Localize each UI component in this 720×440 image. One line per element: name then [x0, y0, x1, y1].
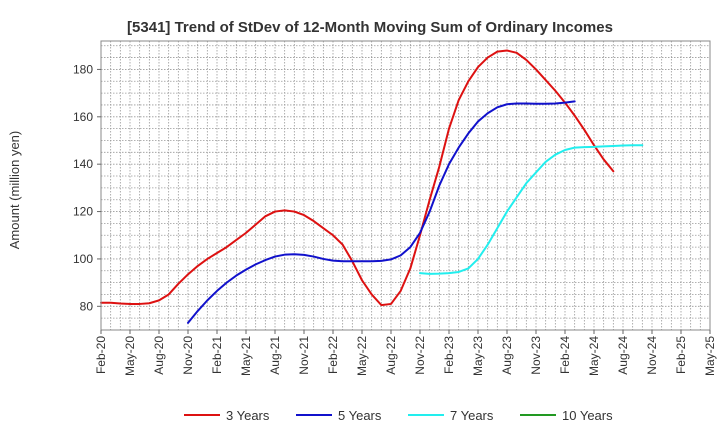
legend: 3 Years 5 Years 7 Years 10 Years — [184, 408, 613, 423]
x-tick-label: Aug-22 — [384, 336, 398, 375]
y-tick-label: 120 — [73, 205, 93, 219]
x-ticks: Feb-20 May-20 Aug-20 Nov-20 Feb-21 May-21 Aug-… — [94, 330, 717, 376]
y-tick-label: 100 — [73, 252, 93, 266]
x-tick-label: Feb-24 — [558, 336, 572, 374]
legend-label: 10 Years — [562, 408, 613, 423]
x-tick-label: May-23 — [471, 336, 485, 376]
x-tick-label: Nov-22 — [413, 336, 427, 375]
x-tick-label: Aug-23 — [500, 336, 514, 375]
y-tick-label: 140 — [73, 157, 93, 171]
chart-title: [5341] Trend of StDev of 12-Month Moving… — [127, 19, 613, 36]
x-tick-label: May-24 — [587, 336, 601, 376]
series-layer — [100, 49, 644, 324]
legend-label: 7 Years — [450, 408, 494, 423]
x-tick-label: May-25 — [703, 336, 717, 376]
grid — [101, 41, 710, 330]
series-line-3-years — [100, 49, 615, 307]
x-tick-label: Aug-21 — [268, 336, 282, 375]
y-tick-label: 160 — [73, 110, 93, 124]
x-tick-label: Nov-24 — [645, 336, 659, 375]
series-line-7-years — [419, 144, 644, 275]
x-tick-label: Feb-23 — [442, 336, 456, 374]
x-tick-label: Feb-22 — [326, 336, 340, 374]
y-tick-label: 80 — [80, 299, 94, 313]
x-tick-label: Nov-23 — [529, 336, 543, 375]
x-tick-label: Nov-21 — [297, 336, 311, 375]
series-line-5-years — [187, 100, 576, 324]
x-tick-label: Feb-25 — [674, 336, 688, 374]
x-tick-label: May-21 — [239, 336, 253, 376]
y-tick-label: 180 — [73, 62, 93, 76]
y-axis-label: Amount (million yen) — [7, 131, 22, 250]
x-tick-label: Nov-20 — [181, 336, 195, 375]
x-tick-label: May-22 — [355, 336, 369, 376]
plot-frame — [100, 40, 711, 331]
x-tick-label: May-20 — [123, 336, 137, 376]
x-tick-label: Aug-24 — [616, 336, 630, 375]
y-ticks: 80 100 120 140 160 180 — [73, 62, 101, 313]
legend-label: 5 Years — [338, 408, 382, 423]
x-tick-label: Feb-20 — [94, 336, 108, 374]
x-tick-label: Feb-21 — [210, 336, 224, 374]
legend-label: 3 Years — [226, 408, 270, 423]
x-tick-label: Aug-20 — [152, 336, 166, 375]
